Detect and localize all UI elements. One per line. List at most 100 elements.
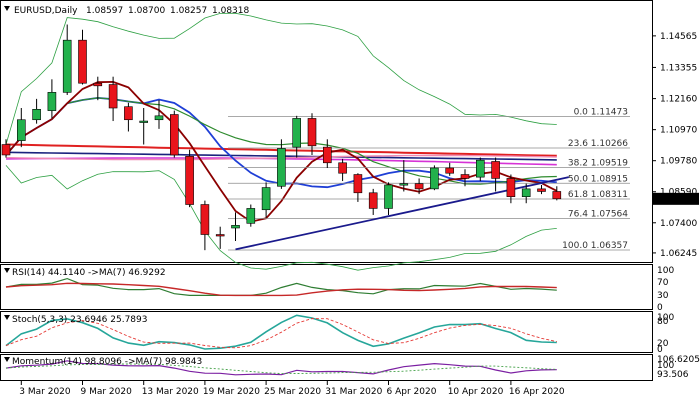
- candle-body: [200, 204, 210, 235]
- candle-body: [108, 84, 118, 109]
- candle-body: [353, 174, 363, 194]
- bollinger-upper: [5, 12, 557, 145]
- candle-body: [414, 183, 424, 190]
- date-axis-label: 31 Mar 2020: [325, 387, 382, 397]
- stoch-k-line: [5, 314, 557, 350]
- price-axis: 1.14565 1.13355 1.12160 1.10970 1.09780 1.085…: [652, 32, 699, 259]
- rsi-tick: 70: [657, 278, 669, 288]
- momentum-panel-frame: [0, 354, 653, 381]
- momentum-line: [5, 360, 557, 376]
- candle-body: [170, 114, 179, 156]
- bollinger-lower: [5, 165, 557, 271]
- price-axis-label: 1.08590: [660, 188, 697, 198]
- candle-body: [185, 155, 194, 205]
- chevron-down-icon[interactable]: [4, 315, 10, 320]
- rsi-tick: 30: [657, 291, 669, 301]
- price-axis-label: 1.07400: [660, 219, 697, 229]
- chevron-down-icon[interactable]: [4, 6, 10, 11]
- candle-body: [521, 188, 531, 197]
- candle-body: [62, 39, 72, 93]
- date-axis-label: 3 Mar 2020: [19, 387, 71, 397]
- fib-level-label: 50.0 1.08915: [568, 174, 628, 184]
- candle-body: [139, 120, 148, 123]
- fib-level-label: 38.2 1.09519: [568, 159, 628, 169]
- price-axis-label: 1.06245: [660, 249, 697, 259]
- price-axis-label: 1.12160: [660, 95, 697, 105]
- candle-body: [430, 167, 439, 190]
- candle-body: [475, 159, 485, 178]
- candle-body: [277, 148, 286, 187]
- rsi-ma-line: [5, 282, 557, 297]
- price-axis-label: 1.13355: [660, 63, 697, 73]
- rsi-tick: 100: [657, 266, 674, 276]
- momentum-tick: 106.6205: [657, 355, 700, 365]
- momentum-label: Momentum(14) 98.8096 ->MA(7) 98.9843: [12, 357, 202, 367]
- candle-body: [78, 39, 87, 84]
- date-axis-label: 25 Mar 2020: [264, 387, 321, 397]
- fib-level-label: 100.0 1.06357: [562, 241, 628, 251]
- low-value: 1.08257: [170, 6, 207, 16]
- date-axis-label: 16 Apr 2020: [509, 387, 565, 397]
- candle-body: [506, 178, 516, 197]
- fib-level-label: 76.4 1.07564: [568, 210, 628, 220]
- price-axis-label: 1.10970: [660, 126, 697, 136]
- symbol-label: EURUSD,Daily: [14, 6, 78, 16]
- candle-body: [215, 234, 225, 237]
- candle-body: [32, 109, 41, 121]
- chevron-down-icon[interactable]: [4, 268, 10, 273]
- date-axis-label: 19 Mar 2020: [203, 387, 260, 397]
- stoch-tick: 100: [657, 313, 674, 323]
- candle-body: [368, 192, 378, 209]
- fib-level-label: 0.0 1.11473: [574, 108, 628, 118]
- date-axis-label: 10 Apr 2020: [448, 387, 504, 397]
- candle-body: [384, 184, 393, 209]
- stoch-d-line: [5, 318, 557, 349]
- stoch-tick: 80: [657, 317, 669, 327]
- candles: [1, 24, 562, 251]
- candle-body: [338, 162, 347, 174]
- momentum-tick: 93.506: [657, 370, 689, 380]
- close-value: 1.08318: [212, 6, 249, 16]
- stoch-tick: 20: [657, 339, 669, 349]
- candle-body: [460, 174, 470, 179]
- candle-body: [246, 208, 256, 224]
- candle-body: [445, 167, 455, 174]
- candle-body: [231, 225, 240, 229]
- candle-body: [16, 119, 26, 141]
- rsi-label: RSI(14) 44.1140 ->MA(7) 46.9292: [12, 268, 166, 278]
- stoch-tick: 0: [657, 345, 663, 355]
- chevron-down-icon[interactable]: [4, 357, 10, 362]
- stoch-label: Stoch(5,3,3) 23.6946 25.7893: [12, 315, 147, 325]
- candle-body: [124, 106, 133, 121]
- rsi-tick: 0: [657, 303, 663, 313]
- momentum-tick: 100: [657, 361, 674, 371]
- current-price-label: 1.08318: [658, 195, 695, 205]
- candle-body: [399, 183, 409, 186]
- candle-body: [307, 118, 317, 147]
- candle-body: [552, 191, 562, 200]
- date-axis-label: 13 Mar 2020: [142, 387, 199, 397]
- date-axis: 3 Mar 2020 9 Mar 2020 13 Mar 2020 19 Mar 20…: [19, 381, 565, 397]
- high-value: 1.08700: [128, 6, 165, 16]
- candle-body: [261, 187, 271, 211]
- oscillators: [5, 277, 557, 376]
- candle-body: [154, 115, 164, 121]
- fib-level-label: 23.6 1.10266: [568, 139, 628, 149]
- candle-body: [93, 82, 103, 87]
- date-axis-label: 6 Apr 2020: [387, 387, 437, 397]
- candle-body: [537, 188, 546, 192]
- candle-body: [292, 118, 302, 148]
- current-price-badge: [653, 192, 699, 205]
- candle-body: [491, 161, 500, 179]
- candle-body: [1, 144, 11, 156]
- fib-level-label: 61.8 1.08311: [568, 190, 628, 200]
- date-axis-label: 9 Mar 2020: [81, 387, 133, 397]
- fibonacci-retracement: 0.0 1.11473 23.6 1.10266 38.2 1.09519 50.0 …: [228, 108, 630, 251]
- open-value: 1.08597: [86, 6, 123, 16]
- price-axis-label: 1.14565: [660, 32, 697, 42]
- candle-body: [47, 92, 57, 111]
- candle-body: [322, 146, 332, 164]
- main-panel-frame: [0, 0, 653, 263]
